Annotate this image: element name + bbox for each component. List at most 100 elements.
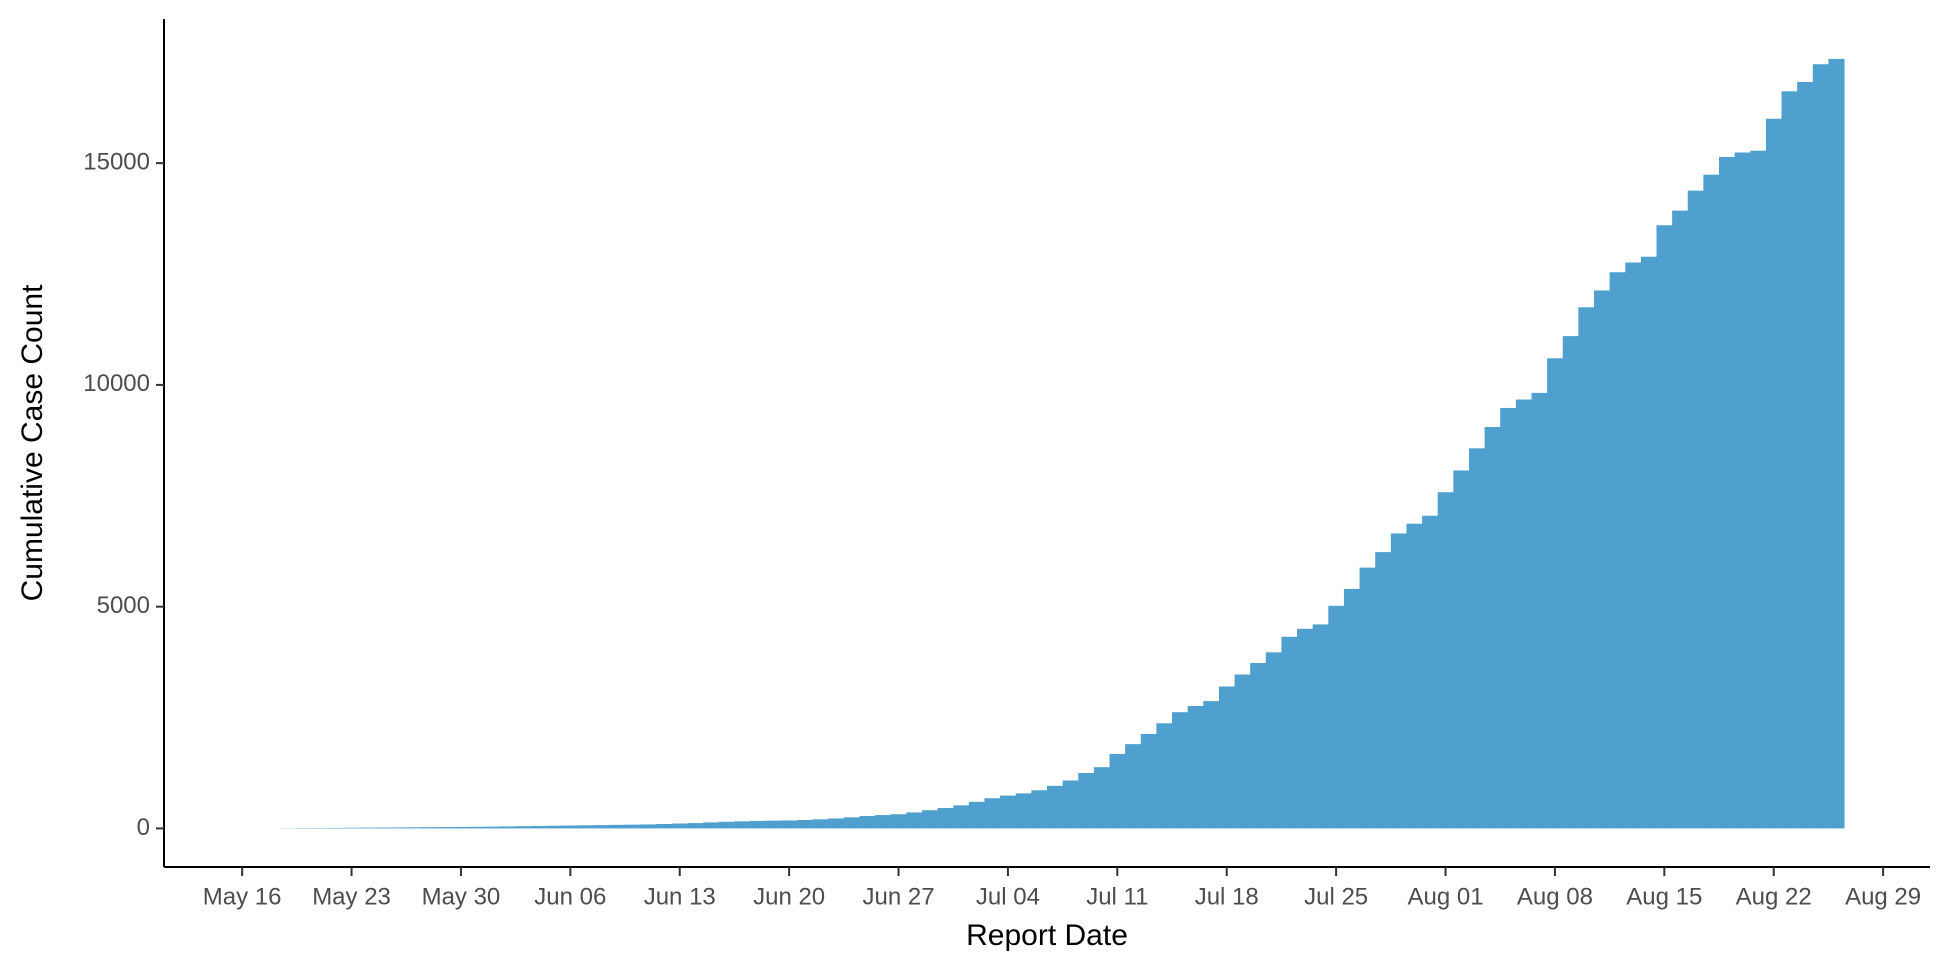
bar bbox=[390, 827, 407, 829]
bar bbox=[421, 827, 438, 829]
bar bbox=[1781, 91, 1798, 829]
bar bbox=[750, 820, 767, 829]
x-tick-label: Jun 06 bbox=[534, 883, 606, 910]
bar bbox=[828, 818, 845, 829]
bar bbox=[890, 814, 907, 829]
bar bbox=[1218, 686, 1236, 829]
bar bbox=[1375, 552, 1392, 829]
bar bbox=[453, 826, 470, 829]
bar bbox=[328, 827, 345, 829]
bar bbox=[515, 826, 532, 829]
x-tick-label: Jul 18 bbox=[1195, 883, 1259, 910]
bar bbox=[1000, 795, 1017, 829]
bar bbox=[1593, 290, 1611, 829]
x-tick-label: Aug 22 bbox=[1736, 883, 1812, 910]
bar bbox=[1250, 662, 1267, 829]
y-axis-title: Cumulative Case Count bbox=[16, 284, 49, 601]
x-tick-label: Jul 25 bbox=[1304, 883, 1368, 910]
bar bbox=[781, 820, 798, 829]
x-tick-label: Jun 27 bbox=[862, 883, 934, 910]
bar bbox=[1297, 628, 1314, 829]
bar bbox=[484, 826, 501, 829]
bar bbox=[937, 808, 954, 829]
bar bbox=[1390, 533, 1407, 829]
bar bbox=[1203, 701, 1220, 829]
bar bbox=[1734, 152, 1751, 829]
bar bbox=[1062, 780, 1079, 829]
bar bbox=[906, 812, 923, 829]
bar bbox=[1797, 81, 1814, 829]
bar bbox=[437, 827, 454, 829]
bar bbox=[593, 825, 610, 829]
bar bbox=[1640, 256, 1658, 829]
bar bbox=[671, 823, 689, 829]
bar bbox=[1140, 733, 1157, 829]
bar bbox=[984, 798, 1001, 829]
bar bbox=[1515, 399, 1532, 829]
bar bbox=[609, 824, 626, 829]
bar bbox=[468, 826, 485, 829]
bar bbox=[1093, 767, 1111, 829]
bar bbox=[1078, 772, 1095, 829]
bar bbox=[1156, 723, 1173, 829]
bar bbox=[374, 827, 392, 829]
bar bbox=[875, 815, 892, 829]
bar bbox=[1047, 785, 1064, 829]
bar bbox=[734, 821, 751, 829]
bar bbox=[1625, 262, 1642, 829]
bar bbox=[1828, 58, 1845, 829]
bar bbox=[359, 827, 376, 829]
bar bbox=[1812, 64, 1829, 829]
bar bbox=[1656, 225, 1673, 829]
bar bbox=[1468, 448, 1486, 829]
bar bbox=[1406, 523, 1423, 829]
bar bbox=[953, 805, 970, 829]
bar bbox=[1015, 793, 1032, 829]
bar bbox=[1500, 407, 1517, 829]
x-tick-label: Jun 13 bbox=[644, 883, 716, 910]
bar bbox=[1265, 652, 1282, 829]
x-tick-label: Jun 20 bbox=[753, 883, 825, 910]
x-tick-label: Jul 11 bbox=[1086, 883, 1148, 910]
bar bbox=[1343, 588, 1361, 829]
bar bbox=[1109, 753, 1126, 829]
bar bbox=[531, 825, 548, 829]
bar bbox=[640, 824, 657, 829]
bar bbox=[1312, 624, 1329, 829]
bar bbox=[921, 810, 939, 829]
bar bbox=[1187, 706, 1204, 829]
bar bbox=[968, 801, 985, 829]
bar bbox=[1531, 392, 1548, 829]
bar bbox=[1484, 427, 1501, 829]
bar bbox=[1172, 712, 1189, 829]
bar bbox=[859, 815, 876, 829]
bar bbox=[796, 819, 814, 829]
bar bbox=[546, 825, 564, 829]
bar bbox=[406, 827, 423, 829]
bar bbox=[578, 825, 595, 829]
bar bbox=[718, 821, 735, 829]
y-tick-label: 10000 bbox=[83, 370, 150, 397]
bar bbox=[812, 819, 829, 829]
bar bbox=[1359, 567, 1376, 829]
bar bbox=[1562, 336, 1579, 829]
bar bbox=[687, 823, 704, 829]
x-tick-label: Aug 01 bbox=[1407, 883, 1483, 910]
bar bbox=[562, 825, 579, 829]
x-tick-label: Aug 29 bbox=[1845, 883, 1921, 910]
x-tick-label: Jul 04 bbox=[976, 883, 1040, 910]
bar bbox=[1765, 118, 1783, 829]
bar bbox=[1281, 636, 1298, 829]
x-axis-title: Report Date bbox=[966, 919, 1128, 952]
x-tick-label: May 30 bbox=[422, 883, 501, 910]
x-tick-label: May 23 bbox=[312, 883, 391, 910]
bar bbox=[1547, 358, 1564, 829]
x-tick-label: Aug 08 bbox=[1517, 883, 1593, 910]
bar bbox=[1719, 156, 1736, 829]
bar bbox=[1578, 307, 1595, 829]
bar bbox=[343, 827, 360, 829]
bar bbox=[765, 820, 782, 829]
y-tick-label: 5000 bbox=[97, 592, 150, 619]
